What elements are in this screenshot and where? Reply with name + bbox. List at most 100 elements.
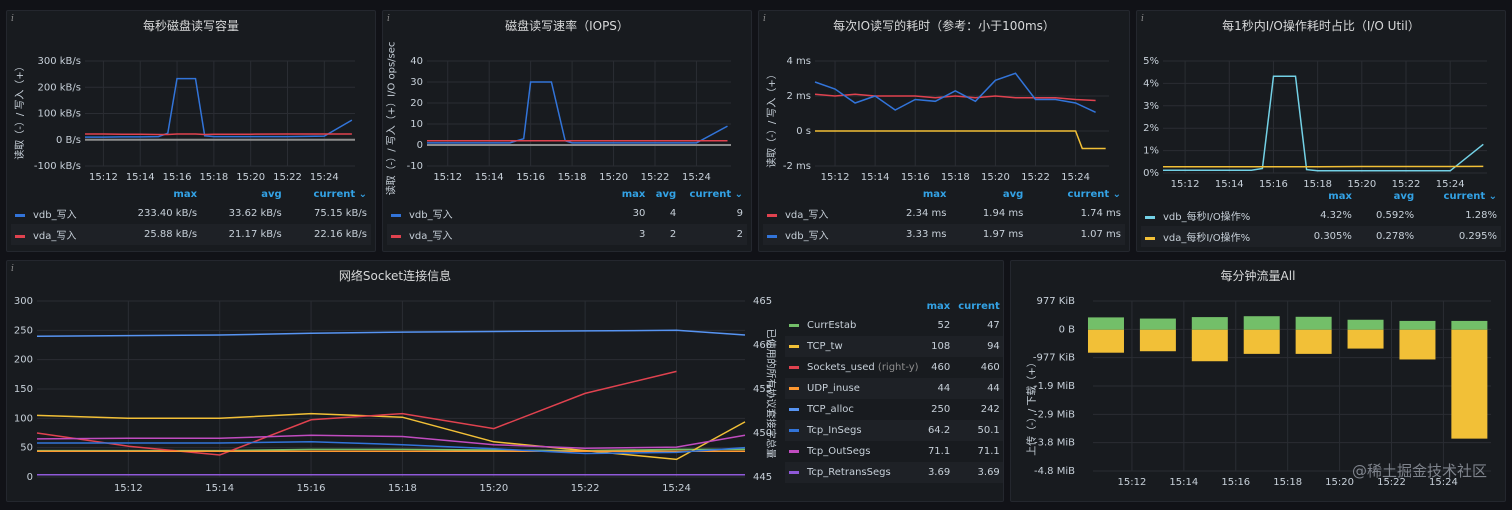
x-tick-label: 15:22 [1021, 172, 1050, 183]
series-swatch [391, 234, 401, 238]
legend-header-avg[interactable]: avg [1002, 188, 1024, 200]
legend-row[interactable]: vda_每秒I/O操作% 0.305% 0.278% 0.295% [1141, 226, 1501, 247]
x-tick-label: 15:14 [1215, 179, 1244, 190]
info-icon[interactable]: i [11, 14, 14, 24]
x-tick-label: 15:12 [1171, 179, 1200, 190]
series-line-CurrEstab [37, 448, 745, 452]
legend-row[interactable]: Sockets_used (right-y) 460 460 [785, 357, 1003, 378]
legend-row[interactable]: Tcp_OutSegs 71.1 71.1 [785, 441, 1003, 462]
legend-row[interactable]: vdb_写入 30 4 9 [387, 203, 747, 224]
legend-row[interactable]: Tcp_InSegs 64.2 50.1 [785, 420, 1003, 441]
legend-row[interactable]: vda_写入 2.34 ms 1.94 ms 1.74 ms [763, 203, 1125, 224]
y-tick-label: 5% [1143, 56, 1159, 67]
y-tick-label: 0 [27, 472, 33, 483]
panel-disk-throughput: i 每秒磁盘读写容量 读取（-）/ 写入（+） 300 kB/s 200 kB/s… [6, 10, 376, 252]
panel-traffic-per-minute: 每分钟流量All 上传（-）/ 下载（+） 977 KiB 0 B -977 KiB… [1010, 260, 1506, 502]
legend-header-current[interactable]: current ⌄ [1067, 188, 1121, 200]
legend-header-avg[interactable]: avg [1393, 190, 1415, 202]
y-tick-label: 0 B [1059, 324, 1076, 335]
x-tick-label: 15:16 [901, 172, 930, 183]
series-line-Tcp_OutSegs [36, 434, 746, 450]
legend-header-max[interactable]: max [621, 188, 646, 200]
series-swatch [789, 470, 799, 474]
chart-disk-throughput[interactable]: 300 kB/s 200 kB/s 100 kB/s 0 B/s -100 kB/s 15… [7, 49, 376, 219]
legend: max current CurrEstab 52 47 TCP_tw 108 94 Soc… [785, 297, 1003, 483]
legend-header-current[interactable]: current [958, 300, 1000, 312]
chart-io-latency[interactable]: 4 ms 2 ms 0 s -2 ms 15:12 15:14 15:16 15:18 15:2… [759, 49, 1130, 219]
series-swatch [789, 323, 799, 327]
panel-title[interactable]: 每分钟流量All [1220, 269, 1296, 283]
series-swatch [789, 407, 799, 411]
y-tick-label: -10 [407, 161, 423, 172]
legend-row[interactable]: vdb_写入 3.33 ms 1.97 ms 1.07 ms [763, 224, 1125, 245]
bar-upload [1087, 329, 1124, 353]
watermark: @稀土掘金技术社区 [1351, 462, 1487, 480]
y-tick-label: 1% [1143, 146, 1159, 157]
legend-row[interactable]: TCP_tw 108 94 [785, 336, 1003, 357]
info-icon[interactable]: i [763, 14, 766, 24]
chart-io-util[interactable]: 5% 4% 3% 2% 1% 0% 15:12 15:14 15:16 15:18 15:20 15:… [1137, 49, 1506, 219]
x-tick-label: 15:22 [1392, 179, 1421, 190]
panel-title[interactable]: 磁盘读写速率（IOPS） [505, 19, 629, 33]
legend-header-current[interactable]: current ⌄ [313, 188, 367, 200]
x-tick-label: 15:18 [1273, 477, 1302, 488]
legend-header-max[interactable]: max [1328, 190, 1352, 202]
x-tick-label: 15:18 [388, 483, 417, 494]
y-tick-label: 10 [410, 119, 423, 130]
x-tick-label: 15:20 [1325, 477, 1354, 488]
y-tick-label: 3% [1143, 101, 1159, 112]
info-icon[interactable]: i [1141, 14, 1144, 24]
y-tick-label: 100 kB/s [38, 109, 82, 120]
chart-traffic-per-minute[interactable]: 977 KiB 0 B -977 KiB -1.9 MiB -2.9 MiB -3.8 M… [1011, 287, 1506, 497]
x-tick-label: 15:14 [1169, 477, 1198, 488]
panel-title[interactable]: 网络Socket连接信息 [338, 269, 452, 283]
legend-header-avg[interactable]: avg [261, 188, 282, 200]
panel-io-latency: i 每次IO读写的耗时（参考：小于100ms） 读取（-）/ 写入（+） 4 m… [758, 10, 1130, 252]
series-line-read [815, 130, 1106, 150]
bar-download [1243, 316, 1280, 330]
y-tick-label: -977 KiB [1033, 353, 1075, 364]
panel-title[interactable]: 每1秒内I/O操作耗时占比（I/O Util） [1222, 19, 1420, 33]
chart-disk-iops[interactable]: 40 30 20 10 0 -10 15:12 15:14 15:16 15:18 15:20 15:… [383, 49, 752, 219]
legend-header-current[interactable]: current ⌄ [689, 188, 743, 200]
y-tick-label: -4.8 MiB [1034, 466, 1075, 477]
x-tick-label: 15:24 [1061, 172, 1090, 183]
legend-row[interactable]: vda_写入 25.88 kB/s 21.17 kB/s 22.16 kB/s [11, 224, 371, 245]
y-tick-label: 0% [1143, 168, 1159, 179]
legend-row[interactable]: Tcp_RetransSegs 3.69 3.69 [785, 462, 1003, 483]
bar-download [1087, 317, 1124, 330]
legend-row[interactable]: vdb_写入 233.40 kB/s 33.62 kB/s 75.15 kB/s [11, 203, 371, 224]
panel-title[interactable]: 每秒磁盘读写容量 [142, 19, 239, 33]
bar-download [1139, 318, 1176, 330]
legend-row[interactable]: TCP_alloc 250 242 [785, 399, 1003, 420]
series-swatch [789, 386, 799, 390]
info-icon[interactable]: i [387, 14, 390, 24]
legend-header-max[interactable]: max [922, 188, 947, 200]
chart-socket-info[interactable]: 300 250 200 150 100 50 0 465 460 455 450 445 15:12 15… [7, 287, 787, 502]
y-tick-label: 4 ms [787, 56, 812, 67]
legend-row[interactable]: CurrEstab 52 47 [785, 315, 1003, 336]
legend-header-max[interactable]: max [926, 300, 951, 312]
legend-row[interactable]: UDP_inuse 44 44 [785, 378, 1003, 399]
info-icon[interactable]: i [11, 264, 14, 274]
bar-download [1451, 320, 1488, 330]
legend-header-current[interactable]: current ⌄ [1443, 190, 1497, 202]
series-swatch [391, 213, 401, 217]
legend-row[interactable]: vdb_每秒I/O操作% 4.32% 0.592% 1.28% [1141, 205, 1501, 226]
bar-upload [1295, 329, 1332, 354]
legend-row[interactable]: vda_写入 3 2 2 [387, 224, 747, 245]
legend: max avg current ⌄ vdb_写入 30 4 9 vda_写入 3 2 2 [387, 185, 747, 245]
legend-header-avg[interactable]: avg [655, 188, 677, 200]
series-swatch [15, 234, 25, 238]
x-tick-label: 15:12 [1118, 477, 1147, 488]
legend-header-max[interactable]: max [173, 188, 198, 200]
y-tick-label: -2.9 MiB [1034, 409, 1075, 420]
y-tick-label: -2 ms [783, 161, 811, 172]
panel-title[interactable]: 每次IO读写的耗时（参考：小于100ms） [833, 19, 1055, 33]
x-tick-label: 15:12 [114, 483, 143, 494]
bar-upload [1347, 329, 1384, 349]
bar-upload [1139, 329, 1176, 352]
right-y-tick-label: 455 [753, 384, 772, 395]
series-swatch [15, 213, 25, 217]
series-swatch [789, 344, 799, 348]
